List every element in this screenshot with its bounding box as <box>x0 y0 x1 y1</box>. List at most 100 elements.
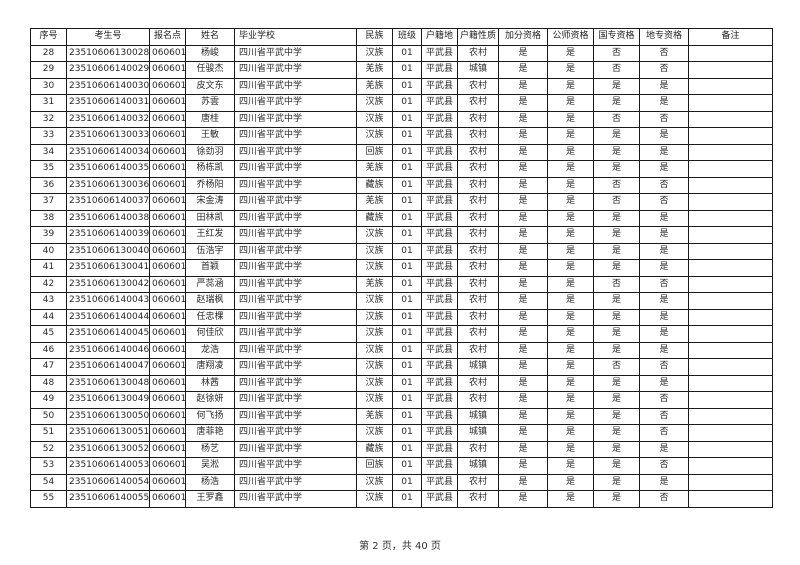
cell: 羌族 <box>356 61 393 79</box>
cell <box>688 77 773 95</box>
cell: 平武县 <box>421 325 458 343</box>
cell: 23510606140034 <box>66 143 150 161</box>
cell: 23510606130042 <box>66 275 150 293</box>
cell: 回族 <box>356 143 393 161</box>
cell: 四川省平武中学 <box>234 94 357 112</box>
cell: 赵瑞枫 <box>185 292 235 310</box>
cell: 是 <box>593 292 640 310</box>
cell: 汉族 <box>356 490 393 508</box>
cell: 四川省平武中学 <box>234 473 357 491</box>
cell: 是 <box>547 457 594 475</box>
cell: 是 <box>639 127 689 145</box>
cell: 汉族 <box>356 94 393 112</box>
cell: 汉族 <box>356 391 393 409</box>
cell: 是 <box>498 391 548 409</box>
cell <box>688 143 773 161</box>
cell: 四川省平武中学 <box>234 44 357 62</box>
cell: 汉族 <box>356 226 393 244</box>
cell: 林茜 <box>185 374 235 392</box>
cell: 23510606130052 <box>66 440 150 458</box>
cell: 杨艺 <box>185 440 235 458</box>
cell: 四川省平武中学 <box>234 358 357 376</box>
cell: 44 <box>30 308 67 326</box>
cell: 是 <box>547 242 594 260</box>
column-header: 地专资格 <box>639 28 689 46</box>
cell: 是 <box>593 440 640 458</box>
cell: 01 <box>392 242 422 260</box>
cell: 060601 <box>149 94 186 112</box>
cell: 汉族 <box>356 292 393 310</box>
cell: 平武县 <box>421 176 458 194</box>
cell: 01 <box>392 341 422 359</box>
table-row: 55 23510606140055 060601 王罗鑫 四川省平武中学 汉族 01 平武县农… <box>30 490 773 508</box>
cell: 是 <box>639 209 689 227</box>
cell: 农村 <box>457 127 499 145</box>
cell: 羌族 <box>356 193 393 211</box>
cell <box>688 226 773 244</box>
cell: 汉族 <box>356 110 393 128</box>
cell: 藏族 <box>356 440 393 458</box>
cell: 是 <box>498 325 548 343</box>
cell <box>688 176 773 194</box>
cell: 是 <box>639 94 689 112</box>
cell: 060601 <box>149 325 186 343</box>
cell: 060601 <box>149 424 186 442</box>
cell: 平武县 <box>421 94 458 112</box>
cell <box>688 308 773 326</box>
column-header: 备注 <box>688 28 773 46</box>
cell: 52 <box>30 440 67 458</box>
cell: 是 <box>593 308 640 326</box>
cell: 是 <box>498 44 548 62</box>
cell: 是 <box>498 374 548 392</box>
cell: 060601 <box>149 407 186 425</box>
table-row: 31 23510606140031 060601 苏雲 四川省平武中学 汉族 01 平武县 农村… <box>30 94 773 112</box>
cell: 杨浩 <box>185 473 235 491</box>
cell: 是 <box>593 473 640 491</box>
cell: 是 <box>593 226 640 244</box>
cell: 四川省平武中学 <box>234 160 357 178</box>
cell <box>688 242 773 260</box>
cell: 01 <box>392 308 422 326</box>
table-header-row: 序号 考生号 报名点 姓名 毕业学校 民族 班级 户籍地 户籍性质 加分资格 公师资格 国专资格 地专资… <box>30 28 773 46</box>
cell: 01 <box>392 110 422 128</box>
cell: 是 <box>639 77 689 95</box>
cell: 藏族 <box>356 176 393 194</box>
cell: 是 <box>547 127 594 145</box>
cell: 是 <box>547 275 594 293</box>
cell: 01 <box>392 440 422 458</box>
cell: 是 <box>498 209 548 227</box>
cell: 否 <box>639 275 689 293</box>
cell: 农村 <box>457 110 499 128</box>
cell: 060601 <box>149 77 186 95</box>
cell: 否 <box>593 358 640 376</box>
table-row: 29 23510606140029 060601 任骏杰 四川省平武中学 羌族 01 平武县城… <box>30 61 773 79</box>
cell: 否 <box>639 424 689 442</box>
cell: 四川省平武中学 <box>234 193 357 211</box>
column-header: 户籍地 <box>421 28 458 46</box>
cell <box>688 44 773 62</box>
table-row: 28 23510606130028 060601 杨峻 四川省平武中学 汉族 01 平武县 农村… <box>30 44 773 62</box>
cell: 23510606130051 <box>66 424 150 442</box>
cell: 首颖 <box>185 259 235 277</box>
column-header: 公师资格 <box>547 28 594 46</box>
cell: 060601 <box>149 110 186 128</box>
cell: 唐翔凌 <box>185 358 235 376</box>
cell: 是 <box>639 308 689 326</box>
cell: 23510606130048 <box>66 374 150 392</box>
cell: 四川省平武中学 <box>234 259 357 277</box>
cell: 49 <box>30 391 67 409</box>
table-row: 35 23510606140035 060601 杨栋凯 四川省平武中学 羌族 01 平武县农… <box>30 160 773 178</box>
cell: 四川省平武中学 <box>234 242 357 260</box>
cell <box>688 473 773 491</box>
cell: 是 <box>547 143 594 161</box>
cell: 23510606140045 <box>66 325 150 343</box>
table-row: 32 23510606140032 060601 唐桂 四川省平武中学 汉族 01 平武县 农村… <box>30 110 773 128</box>
cell: 城镇 <box>457 407 499 425</box>
cell: 汉族 <box>356 358 393 376</box>
cell: 01 <box>392 209 422 227</box>
cell: 四川省平武中学 <box>234 457 357 475</box>
cell: 是 <box>593 341 640 359</box>
cell: 是 <box>498 292 548 310</box>
cell: 否 <box>593 193 640 211</box>
cell: 任忠棵 <box>185 308 235 326</box>
